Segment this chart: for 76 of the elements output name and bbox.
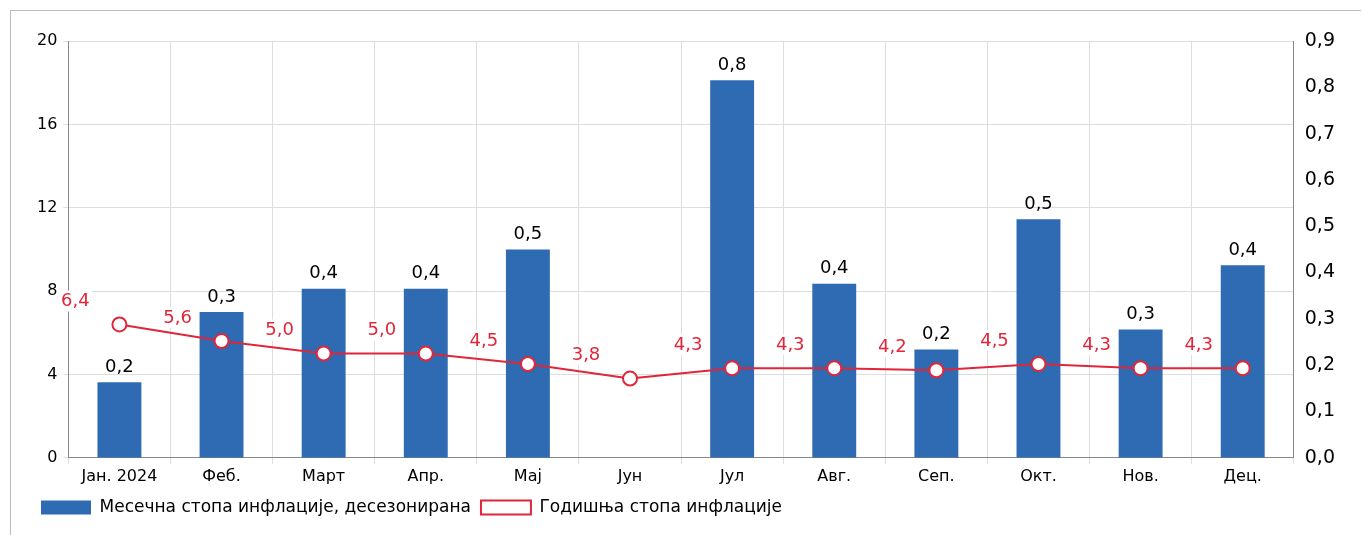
y2-tick-label: 0,0 bbox=[1304, 444, 1335, 467]
data-label: 4,5 bbox=[980, 328, 1009, 350]
data-label: 0,3 bbox=[1126, 302, 1155, 324]
data-label: 5,0 bbox=[367, 318, 397, 340]
point bbox=[928, 362, 945, 379]
data-label: 5,0 bbox=[265, 318, 294, 340]
y-tick-label: 12 bbox=[37, 196, 58, 216]
point bbox=[826, 360, 843, 377]
data-label: 0,5 bbox=[1024, 191, 1053, 213]
data-label: 0,4 bbox=[411, 261, 441, 283]
data-label: 5,6 bbox=[163, 305, 192, 327]
x-tick-label: Јан. 2024 bbox=[80, 465, 158, 485]
legend-label: Месечна стопа инфлације, десезонирана bbox=[99, 495, 471, 516]
data-label: 3,8 bbox=[571, 343, 601, 365]
y2-tick-label: 0,5 bbox=[1304, 213, 1335, 236]
x-tick-label: Сеп. bbox=[918, 465, 955, 485]
y-tick-label: 8 bbox=[47, 280, 58, 300]
x-tick-label: Нов. bbox=[1122, 465, 1159, 485]
bar bbox=[1118, 329, 1163, 458]
data-label: 0,4 bbox=[309, 261, 338, 283]
data-label: 4,3 bbox=[1082, 332, 1111, 354]
bar bbox=[301, 288, 346, 458]
y-tick-label: 20 bbox=[37, 30, 58, 50]
data-label: 6,4 bbox=[61, 289, 90, 311]
x-tick-label: Окт. bbox=[1020, 465, 1057, 485]
data-label: 4,3 bbox=[1184, 332, 1214, 354]
data-label: 0,4 bbox=[1228, 237, 1258, 259]
y2-tick-label: 0,2 bbox=[1304, 352, 1335, 375]
x-tick-label: Дец. bbox=[1223, 465, 1262, 485]
bar bbox=[199, 311, 244, 458]
data-label: 0,8 bbox=[717, 53, 747, 75]
bar bbox=[97, 382, 142, 458]
data-label: 0,2 bbox=[105, 354, 134, 376]
data-label: 4,5 bbox=[469, 328, 499, 350]
bar bbox=[1220, 265, 1265, 458]
bar bbox=[1016, 219, 1061, 458]
point bbox=[315, 345, 332, 362]
point bbox=[1234, 360, 1251, 377]
x-tick-label: Јул bbox=[718, 465, 745, 485]
point bbox=[213, 333, 230, 350]
x-tick-label: Мај bbox=[513, 465, 542, 485]
point bbox=[111, 316, 128, 333]
y2-tick-label: 0,6 bbox=[1304, 166, 1335, 189]
data-label: 4,3 bbox=[775, 332, 805, 354]
point bbox=[1030, 356, 1047, 373]
y-tick-label: 4 bbox=[47, 363, 58, 383]
data-label: 0,3 bbox=[207, 284, 236, 306]
y-tick-label: 0 bbox=[47, 446, 58, 466]
point bbox=[1132, 360, 1149, 377]
data-label: 0,2 bbox=[922, 322, 951, 344]
x-tick-label: Јун bbox=[616, 465, 643, 485]
point bbox=[724, 360, 741, 377]
x-tick-label: Апр. bbox=[407, 465, 445, 485]
x-tick-label: Авг. bbox=[817, 465, 852, 485]
y2-tick-label: 0,7 bbox=[1304, 120, 1335, 143]
data-label: 0,4 bbox=[819, 256, 849, 278]
bar bbox=[914, 349, 959, 458]
y2-tick-label: 0,8 bbox=[1304, 74, 1335, 97]
x-tick-label: Март bbox=[302, 465, 346, 485]
data-label: 4,2 bbox=[878, 334, 907, 356]
bar bbox=[403, 288, 448, 458]
legend-label: Годишња стопа инфлације bbox=[539, 495, 783, 516]
x-tick-label: Феб. bbox=[202, 465, 241, 485]
y2-tick-label: 0,3 bbox=[1304, 305, 1335, 328]
point bbox=[622, 370, 639, 387]
y2-tick-label: 0,4 bbox=[1304, 259, 1335, 282]
bar bbox=[505, 249, 550, 458]
bar bbox=[812, 283, 857, 458]
y2-tick-label: 0,9 bbox=[1304, 27, 1335, 50]
point bbox=[417, 345, 434, 362]
bar bbox=[710, 80, 755, 458]
y-tick-label: 16 bbox=[37, 113, 58, 133]
data-label: 4,3 bbox=[673, 332, 703, 354]
point bbox=[519, 356, 536, 373]
data-label: 0,5 bbox=[513, 222, 543, 244]
y2-tick-label: 0,1 bbox=[1304, 398, 1335, 421]
